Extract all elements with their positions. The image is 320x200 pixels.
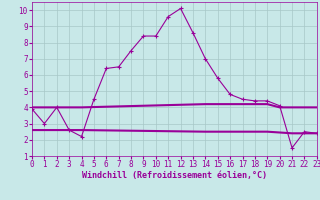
X-axis label: Windchill (Refroidissement éolien,°C): Windchill (Refroidissement éolien,°C): [82, 171, 267, 180]
